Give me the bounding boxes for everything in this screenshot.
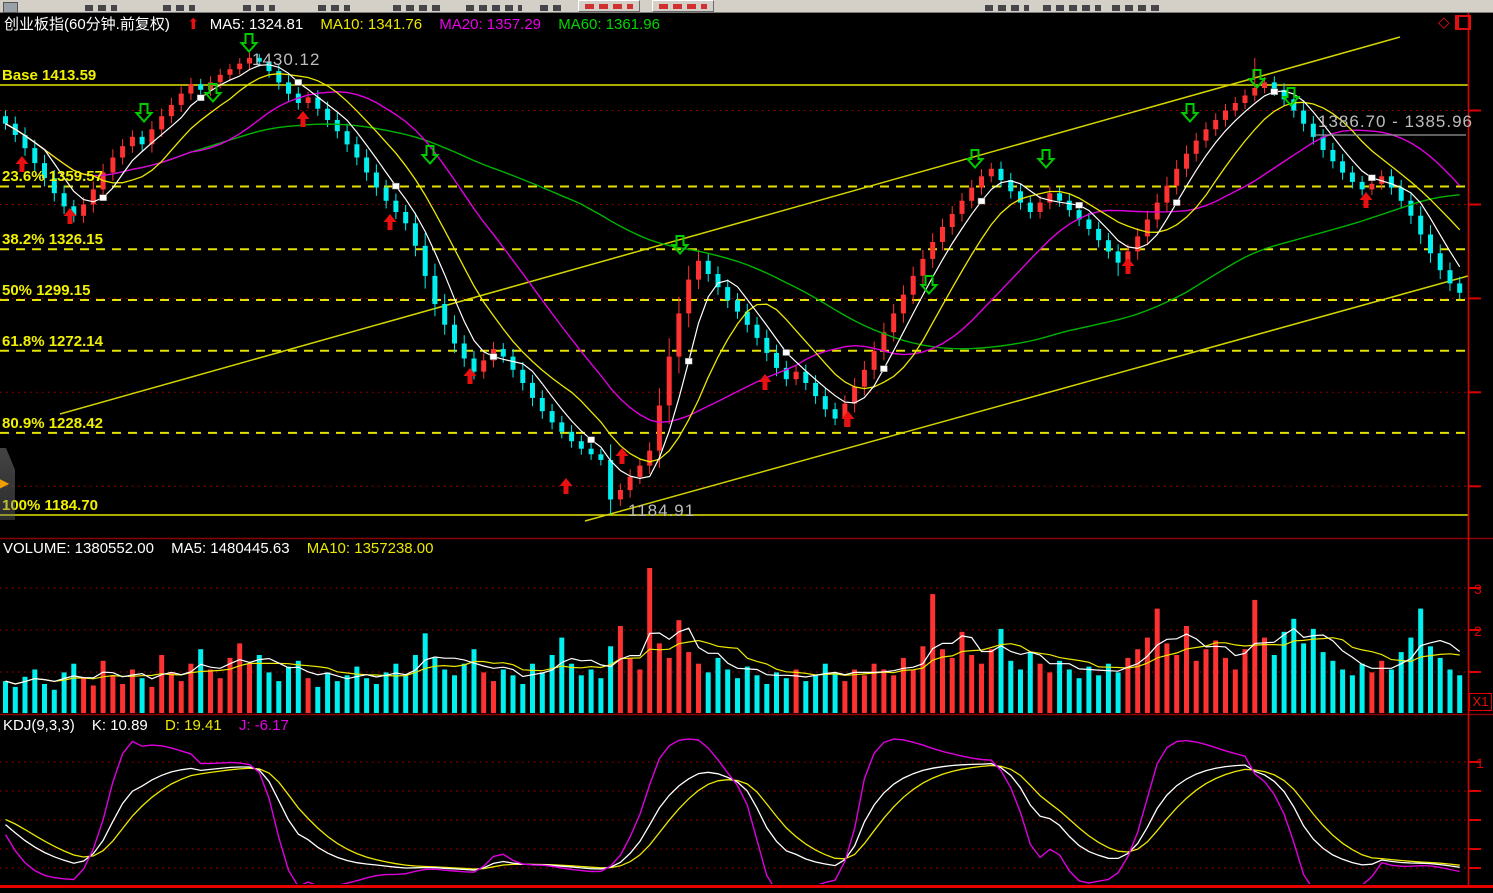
fib-label: 80.9% 1228.42 [2,415,103,432]
menu-item[interactable] [85,5,117,11]
instrument-title: 创业板指(60分钟.前复权) [4,16,170,33]
volume-bars [3,568,1463,714]
ma5-value-label: MA5: 1324.81 [209,16,304,33]
price-callout-low: 1184.91 [628,501,696,520]
ma-lines [5,64,1461,480]
kdj-j-value-label: J: -6.17 [238,717,289,734]
buy-signal-arrow [615,448,629,464]
menubar-red-button[interactable] [652,0,714,12]
sell-signal-arrow [203,83,223,104]
sell-signal-arrow [134,103,154,124]
sell-signal-arrow [1247,69,1267,90]
menu-item[interactable] [393,5,441,11]
buy-signal-arrow [15,156,29,172]
kdj-gridlines: 1 [0,755,1484,869]
buy-signal-arrow [1359,192,1373,208]
up-arrow-icon: ⬆ [187,16,200,33]
ma10-value-label: MA10: 1341.76 [320,16,423,33]
sell-signal-arrow [919,275,939,296]
fib-label: 38.2% 1326.15 [2,231,103,248]
kdj-pane-header: KDJ(9,3,3) K: 10.89 D: 19.41 J: -6.17 [3,717,302,734]
main-gridlines [0,109,1481,488]
buy-signal-arrow [63,208,77,224]
indicator-scale-badge[interactable]: X1 [1469,693,1492,711]
side-panel-handle[interactable] [0,448,15,520]
kdj-d-value-label: D: 19.41 [164,717,222,734]
bottom-border-line [0,885,1493,888]
svg-text:2: 2 [1474,623,1482,639]
svg-text:1: 1 [1476,755,1484,771]
sell-signal-arrow [670,235,690,256]
diamond-icon[interactable]: ◇ [1438,14,1450,31]
restore-window-icon[interactable] [1454,14,1471,30]
sell-signal-arrow [1036,149,1056,170]
menu-item[interactable] [1112,5,1162,11]
kdj-lines [4,738,1460,884]
menu-item[interactable] [318,5,350,11]
volume-ma-lines [5,627,1461,685]
fib-label: 23.6% 1359.57 [2,168,103,185]
buy-signal-arrow [559,478,573,494]
fib-label: 61.8% 1272.14 [2,333,103,350]
trend-lines [59,36,1468,522]
sell-signal-arrow [1281,87,1301,108]
price-callout-high: 1430.12 [252,50,321,69]
side-panel-arrow-icon: ▶ [0,476,10,490]
fib-label: 50% 1299.15 [2,282,91,299]
sell-signal-arrow [1180,103,1200,124]
buy-signal-arrow [463,368,477,384]
menu-item[interactable] [163,5,195,11]
kdj-k-value-label: K: 10.89 [91,717,148,734]
buy-signal-arrow [1121,258,1135,274]
app-icon [3,2,18,13]
main-chart-header: 创业板指(60分钟.前复权) ⬆ MA5: 1324.81 MA10: 1341… [4,13,673,34]
volume-ma5-value-label: MA5: 1480445.63 [171,540,290,557]
menubar [0,0,1493,13]
menu-item[interactable] [243,5,275,11]
menu-item[interactable] [466,5,522,11]
fib-label: 100% 1184.70 [2,497,98,514]
ma60-value-label: MA60: 1361.96 [558,16,660,33]
fib-label: Base 1413.59 [2,67,97,84]
sell-signal-arrow [965,149,985,170]
ma20-value-label: MA20: 1357.29 [439,16,542,33]
buy-signal-arrow [296,111,310,127]
menu-item[interactable] [985,5,1029,11]
svg-text:3: 3 [1474,581,1482,597]
volume-ma10-value-label: MA10: 1357238.00 [306,540,434,557]
sell-signal-arrow [239,33,259,54]
menu-item[interactable] [1043,5,1101,11]
volume-value-label: VOLUME: 1380552.00 [3,540,154,557]
kdj-params-label: KDJ(9,3,3) [3,717,75,734]
menubar-red-button[interactable] [578,0,640,12]
pane-window-controls: ◇ [1438,13,1471,31]
price-callout-gap: 1386.70 - 1385.96 [1318,112,1474,131]
volume-gridlines: 32 [0,581,1482,673]
session-markers [99,79,1376,443]
buy-signal-arrow [841,411,855,427]
fibonacci-levels [0,84,1468,516]
menu-item[interactable] [540,5,566,11]
buy-signal-arrow [758,374,772,390]
buy-signal-arrow [383,214,397,230]
sell-signal-arrow [420,145,440,166]
signal-arrows [15,33,1373,494]
volume-pane-header: VOLUME: 1380552.00 MA5: 1480445.63 MA10:… [3,540,447,557]
